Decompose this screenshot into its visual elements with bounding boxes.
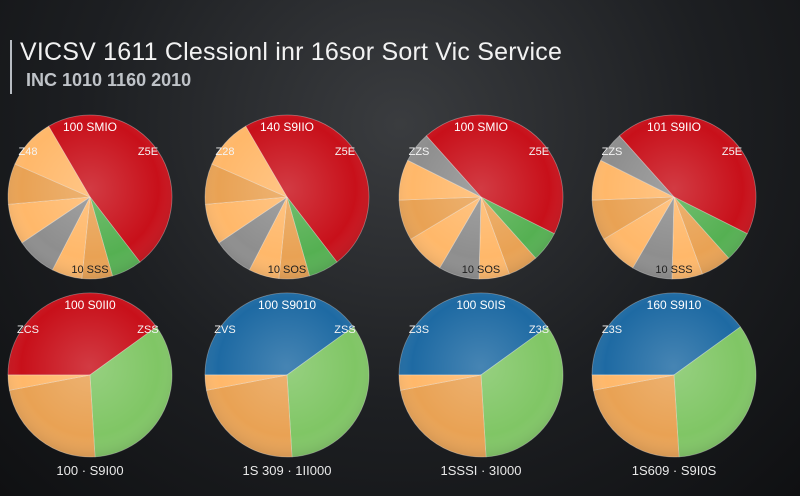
pie-3-bottom-label: 10 SOS xyxy=(462,264,501,276)
pie-5-top-label: 100 S0II0 xyxy=(64,298,116,312)
pie-5-left-label: ZCS xyxy=(17,324,39,336)
pie-6-right-label: ZSS xyxy=(334,324,355,336)
pie-7-right-label: Z3S xyxy=(529,324,549,336)
pie-chart-6: 100 S9010 ZVS ZSS 1S 309 · 1II000 xyxy=(204,292,370,478)
pie-chart-2: 140 S9IIO Z28 Z5E 10 SOS xyxy=(204,114,370,280)
pie-2-gloss xyxy=(205,115,369,279)
pie-3-right-label: Z5E xyxy=(529,146,549,158)
page-title: VICSV 1611 Clessionl inr 16sor Sort Vic … xyxy=(20,38,563,66)
pie-8-left-label: Z3S xyxy=(602,324,622,336)
pie-4-gloss xyxy=(592,115,756,279)
pie-2-left-label: Z28 xyxy=(216,146,235,158)
pie-1-top-label: 100 SMIO xyxy=(63,120,117,134)
pie-4-left-label: ZZS xyxy=(602,146,623,158)
pie-4-right-label: Z5E xyxy=(722,146,742,158)
pie-6-bottom-label: 1S 309 · 1II000 xyxy=(243,463,332,478)
pie-chart-7: 100 S0IS Z3S Z3S 1SSSI · 3I000 xyxy=(398,292,564,478)
pie-1-bottom-label: 10 SSS xyxy=(71,264,108,276)
pie-2-right-label: Z5E xyxy=(335,146,355,158)
pie-chart-4: 101 S9IIO ZZS Z5E 10 SSS xyxy=(591,114,757,280)
page-subtitle: INC 1010 1160 2010 xyxy=(26,70,192,90)
pie-6-left-label: ZVS xyxy=(214,324,235,336)
pie-6-top-label: 100 S9010 xyxy=(258,298,316,312)
pie-2-bottom-label: 10 SOS xyxy=(268,264,307,276)
pie-1-gloss xyxy=(8,115,172,279)
pie-chart-5: 100 S0II0 ZCS ZSS 100 · S9I00 xyxy=(7,292,173,478)
pie-3-top-label: 100 SMIO xyxy=(454,120,508,134)
pie-8-gloss xyxy=(592,293,756,457)
header: VICSV 1611 Clessionl inr 16sor Sort Vic … xyxy=(10,34,630,96)
pie-3-gloss xyxy=(399,115,563,279)
pie-6-gloss xyxy=(205,293,369,457)
pie-5-bottom-label: 100 · S9I00 xyxy=(56,463,123,478)
pie-8-bottom-label: 1S609 · S9I0S xyxy=(632,463,717,478)
pie-7-left-label: Z3S xyxy=(409,324,429,336)
pie-5-gloss xyxy=(8,293,172,457)
title-accent-bar xyxy=(10,40,12,94)
pie-chart-1: 100 SMIO Z48 Z5E 10 SSS xyxy=(7,114,173,280)
pie-5-right-label: ZSS xyxy=(137,324,158,336)
pie-4-top-label: 101 S9IIO xyxy=(647,120,701,134)
pie-chart-3: 100 SMIO ZZS Z5E 10 SOS xyxy=(398,114,564,280)
pie-8-top-label: 160 S9I10 xyxy=(647,298,702,312)
pie-3-left-label: ZZS xyxy=(409,146,430,158)
pie-1-right-label: Z5E xyxy=(138,146,158,158)
pie-4-bottom-label: 10 SSS xyxy=(655,264,692,276)
pie-7-top-label: 100 S0IS xyxy=(456,298,505,312)
pie-7-bottom-label: 1SSSI · 3I000 xyxy=(441,463,522,478)
pie-2-top-label: 140 S9IIO xyxy=(260,120,314,134)
pie-chart-8: 160 S9I10 Z3S 1S609 · S9I0S xyxy=(591,292,757,478)
pie-1-left-label: Z48 xyxy=(19,146,38,158)
pie-7-gloss xyxy=(399,293,563,457)
